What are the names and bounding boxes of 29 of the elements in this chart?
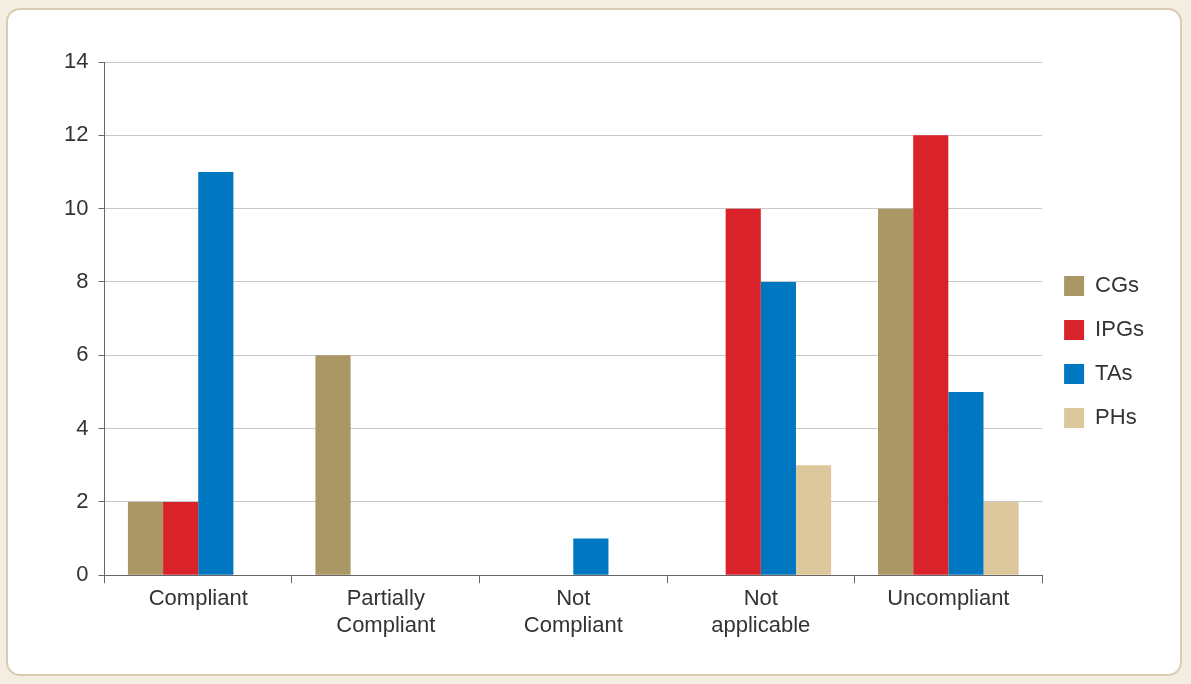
bar: [760, 281, 796, 575]
bar: [315, 355, 351, 575]
bar: [913, 135, 949, 575]
y-tick-label: 4: [76, 414, 89, 440]
y-tick-label: 10: [63, 194, 89, 220]
legend-label: IPGs: [1095, 316, 1145, 342]
y-tick-label: 14: [63, 48, 89, 74]
bar: [948, 391, 984, 575]
bar: [983, 501, 1019, 575]
bar: [878, 208, 914, 575]
x-tick-label: Not applicable: [711, 585, 811, 637]
bar: [127, 501, 164, 575]
legend-label: PHs: [1095, 404, 1137, 430]
legend-label: TAs: [1095, 360, 1133, 386]
y-tick-label: 2: [76, 487, 89, 513]
legend-label: CGs: [1095, 272, 1140, 298]
y-tick-label: 8: [76, 268, 89, 294]
x-tick-label: Not Compliant: [523, 585, 623, 637]
y-tick-label: 6: [76, 341, 89, 367]
y-tick-label: 0: [76, 561, 89, 587]
bar: [725, 208, 761, 575]
bar: [163, 501, 199, 575]
bar: [198, 171, 234, 575]
bar: [573, 538, 609, 575]
y-tick-label: 12: [63, 121, 89, 147]
x-tick-label: Partially Compliant: [336, 585, 436, 637]
x-tick-label: Compliant: [148, 585, 248, 611]
bar: [795, 465, 832, 575]
x-tick-label: Uncompliant: [887, 585, 1010, 611]
